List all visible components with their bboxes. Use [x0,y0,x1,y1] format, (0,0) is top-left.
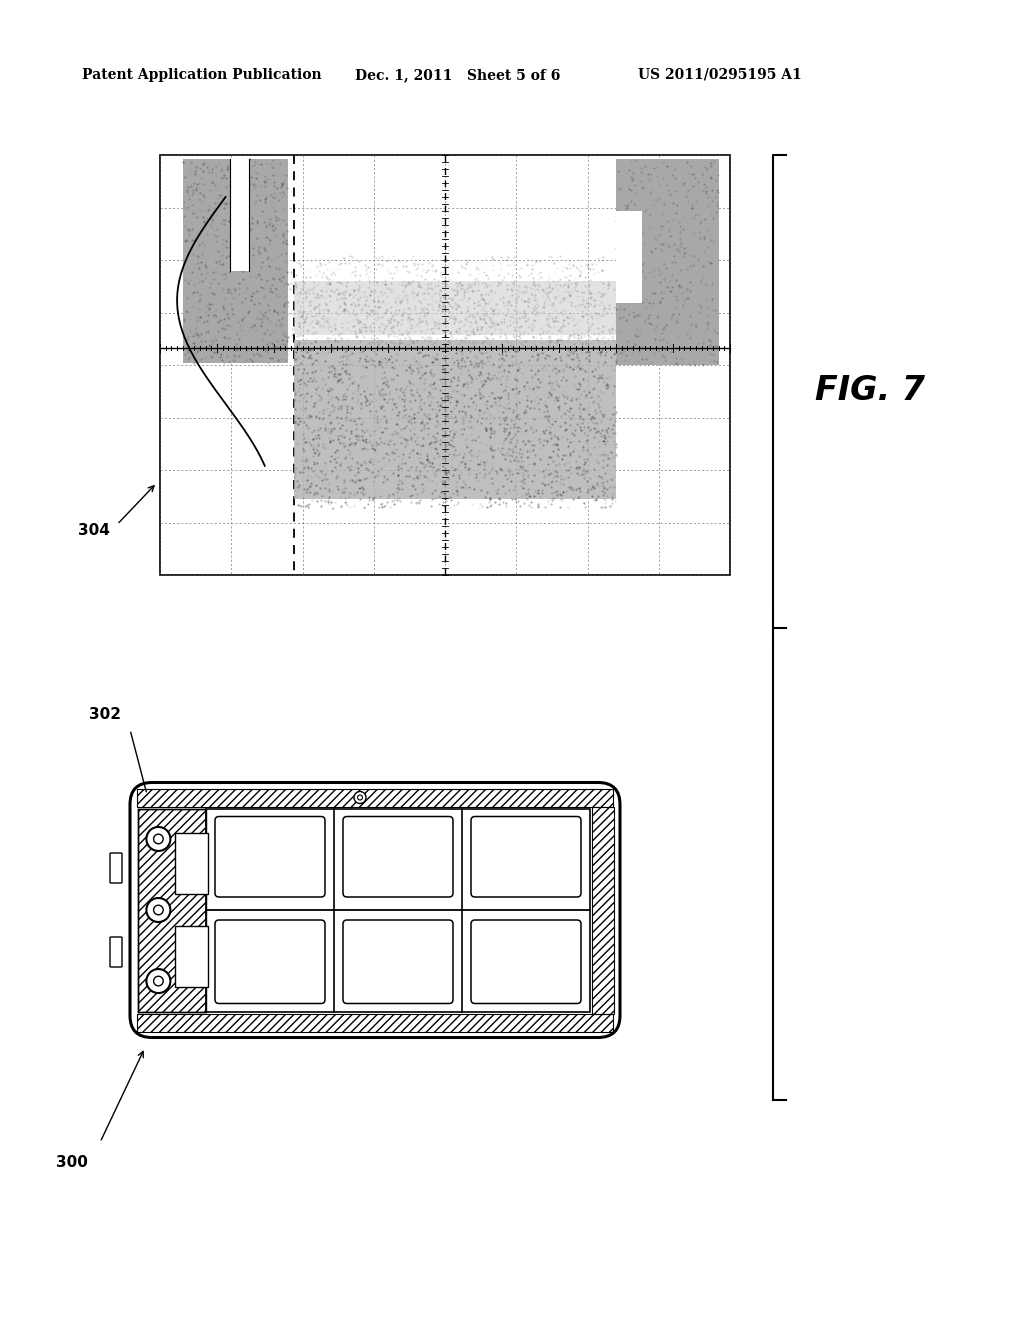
Circle shape [154,977,163,986]
FancyBboxPatch shape [343,817,453,898]
Bar [138,808,206,1011]
Circle shape [354,792,366,804]
Bar [294,281,616,335]
Bar [160,154,730,576]
Text: 300: 300 [56,1155,88,1170]
Circle shape [146,898,170,921]
Bar [230,158,249,271]
Bar [592,807,614,1014]
FancyBboxPatch shape [471,817,581,898]
Circle shape [146,969,170,993]
Circle shape [154,906,163,915]
Text: 304: 304 [78,523,110,539]
FancyBboxPatch shape [110,853,122,883]
FancyBboxPatch shape [215,817,325,898]
Bar [616,210,642,304]
Text: Patent Application Publication: Patent Application Publication [82,69,322,82]
Bar [294,339,616,499]
Text: Dec. 1, 2011   Sheet 5 of 6: Dec. 1, 2011 Sheet 5 of 6 [355,69,560,82]
FancyBboxPatch shape [471,920,581,1003]
FancyBboxPatch shape [215,920,325,1003]
Circle shape [357,795,362,800]
Text: FIG. 7: FIG. 7 [815,374,925,407]
Bar [136,788,613,807]
FancyBboxPatch shape [110,937,122,968]
Bar [175,927,208,987]
Circle shape [146,826,170,851]
Text: 302: 302 [89,708,121,722]
FancyBboxPatch shape [343,920,453,1003]
Bar [616,158,719,366]
Circle shape [154,834,163,843]
Bar [183,158,288,363]
Bar [175,833,208,894]
Bar [136,1014,613,1031]
Bar [206,808,590,1011]
Text: US 2011/0295195 A1: US 2011/0295195 A1 [638,69,802,82]
FancyBboxPatch shape [130,783,620,1038]
